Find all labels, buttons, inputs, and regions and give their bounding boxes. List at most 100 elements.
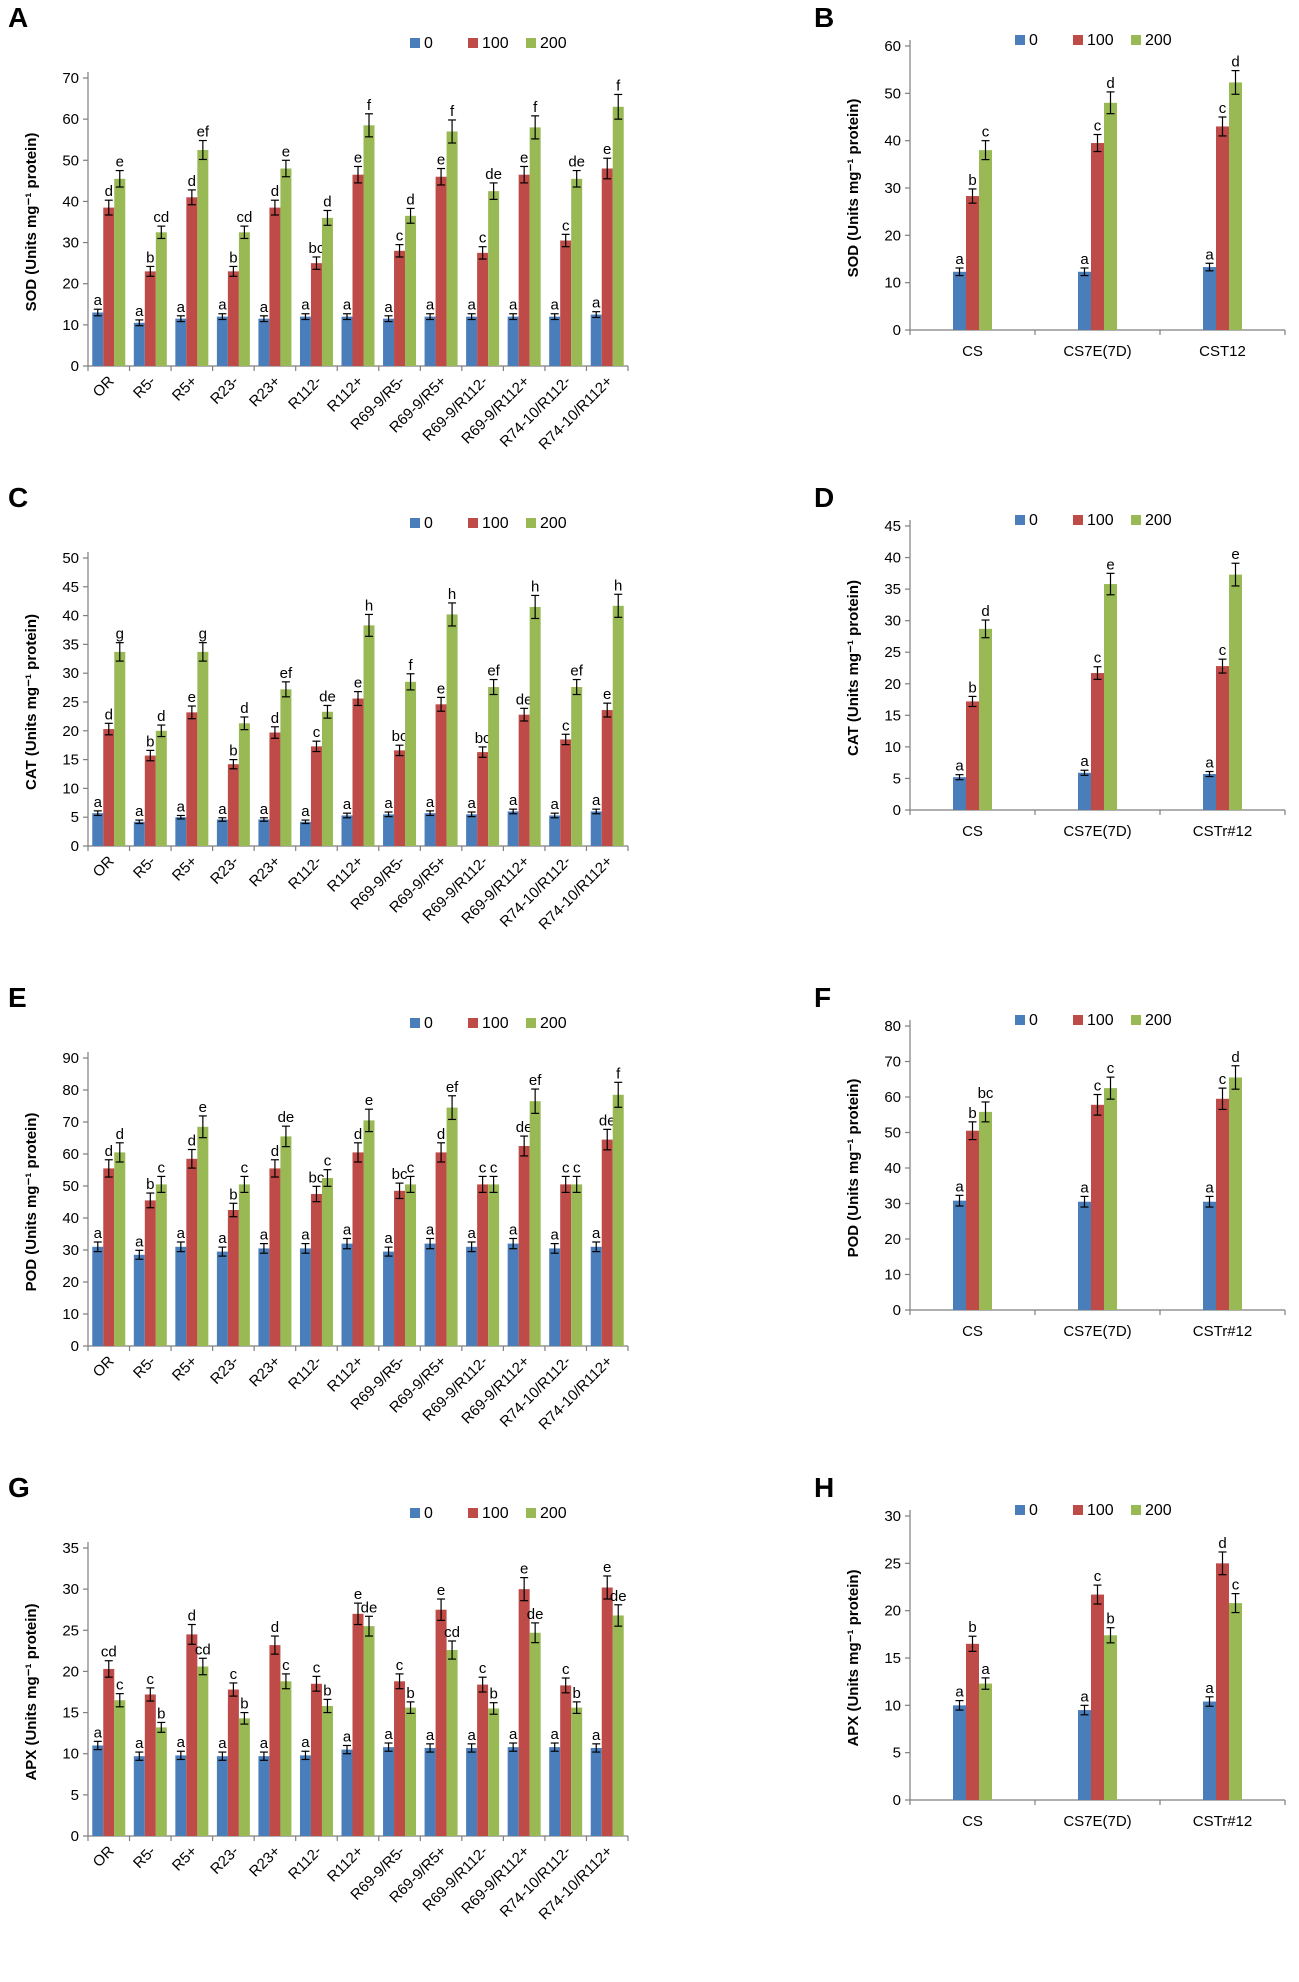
bar [529,1632,541,1836]
bar [435,704,447,846]
bar [405,1184,417,1346]
significance-letter: a [1080,251,1089,268]
y-tick-label: 90 [62,1050,79,1067]
legend-label: 100 [1087,1502,1114,1519]
significance-letter: a [551,1227,560,1244]
bar [529,127,541,366]
legend-swatch [410,38,420,48]
y-tick-label: 70 [62,70,79,87]
y-tick-label: 20 [62,723,79,740]
chart-F: 0 10 20 30 40 50 60 70 80 POD (Units mg⁻¹ protein… [845,1012,1286,1340]
legend-label: 200 [1145,1012,1172,1029]
x-tick-label: R5- [130,853,159,882]
y-tick-label: 35 [884,581,901,598]
y-axis-label: CAT (Units mg⁻¹ protein) [845,580,862,756]
significance-letter: b [240,1696,248,1713]
significance-letter: h [365,597,373,614]
x-tick-label: R23+ [246,373,284,411]
panel-label-G: G [8,1472,30,1503]
significance-letter: a [135,803,144,820]
bar [1091,1104,1104,1310]
significance-letter: a [177,1225,186,1242]
bar [133,1254,145,1346]
significance-letter: cd [444,1624,460,1641]
significance-letter: e [437,680,445,697]
y-tick-label: 35 [62,1540,79,1557]
x-tick-label: R23- [207,1843,242,1878]
significance-letter: c [1107,1060,1115,1077]
bar [383,318,395,366]
bar [155,1184,167,1346]
chart-D: 0 5 10 15 20 25 30 35 40 45 CAT (Units mg⁻¹ protei… [845,512,1286,840]
significance-letter: a [384,299,393,316]
significance-letter: a [260,1227,269,1244]
bar [1091,673,1104,810]
bar [227,764,239,846]
bar [186,197,198,366]
y-tick-label: 20 [62,1663,79,1680]
significance-letter: a [94,292,103,309]
legend-label: 100 [482,1015,509,1032]
significance-letter: a [592,295,601,312]
significance-letter: c [573,1159,581,1176]
significance-letter: c [982,124,990,141]
significance-letter: a [551,297,560,314]
bar [175,817,187,846]
significance-letter: cd [101,1644,117,1661]
x-tick-label: CSTr#12 [1193,1323,1252,1340]
significance-letter: e [603,141,611,158]
bar [103,1668,115,1836]
bar [175,1755,187,1836]
significance-letter: d [271,710,279,727]
significance-letter: a [1080,1688,1089,1705]
significance-letter: a [1205,1680,1214,1697]
bar [175,318,187,366]
x-tick-label: R23- [207,1353,242,1388]
bar [299,821,311,846]
legend-swatch [468,518,478,528]
significance-letter: d [105,706,113,723]
bar [560,1685,572,1836]
significance-letter: de [527,1606,544,1623]
bar [238,723,250,846]
significance-letter: f [533,99,538,116]
significance-letter: c [407,1159,415,1176]
significance-letter: a [955,1178,964,1195]
significance-letter: d [188,1133,196,1150]
x-tick-label: R23+ [246,1353,284,1391]
x-tick-label: CSTr#12 [1193,1813,1252,1830]
significance-letter: d [157,708,165,725]
bar [238,1718,250,1836]
panel-label-C: C [8,482,29,513]
bar [590,314,602,366]
bar [352,698,364,846]
significance-letter: a [426,1221,435,1238]
x-tick-label: OR [90,853,118,881]
significance-letter: c [1232,1577,1240,1594]
bar [1104,1635,1117,1800]
x-tick-label: R112- [285,1353,325,1393]
bar [310,263,322,366]
significance-letter: f [616,1065,621,1082]
legend-label: 0 [1029,1012,1038,1029]
bar [446,1650,458,1836]
significance-letter: c [147,1671,155,1688]
bar [92,813,104,846]
bar [549,1747,561,1836]
significance-letter: c [1094,118,1102,135]
significance-letter: de [516,691,533,708]
significance-letter: b [489,1686,497,1703]
significance-letter: a [1080,753,1089,770]
bar [953,271,966,330]
bar [466,1747,478,1836]
x-tick-label: CST12 [1199,343,1246,360]
significance-letter: c [562,217,570,234]
bar [488,1184,500,1346]
bar [394,1190,406,1346]
bar [394,1681,406,1836]
significance-letter: a [384,1230,393,1247]
significance-letter: a [218,1735,227,1752]
significance-letter: c [1219,100,1227,117]
bar [1078,1201,1091,1310]
significance-letter: a [94,794,103,811]
